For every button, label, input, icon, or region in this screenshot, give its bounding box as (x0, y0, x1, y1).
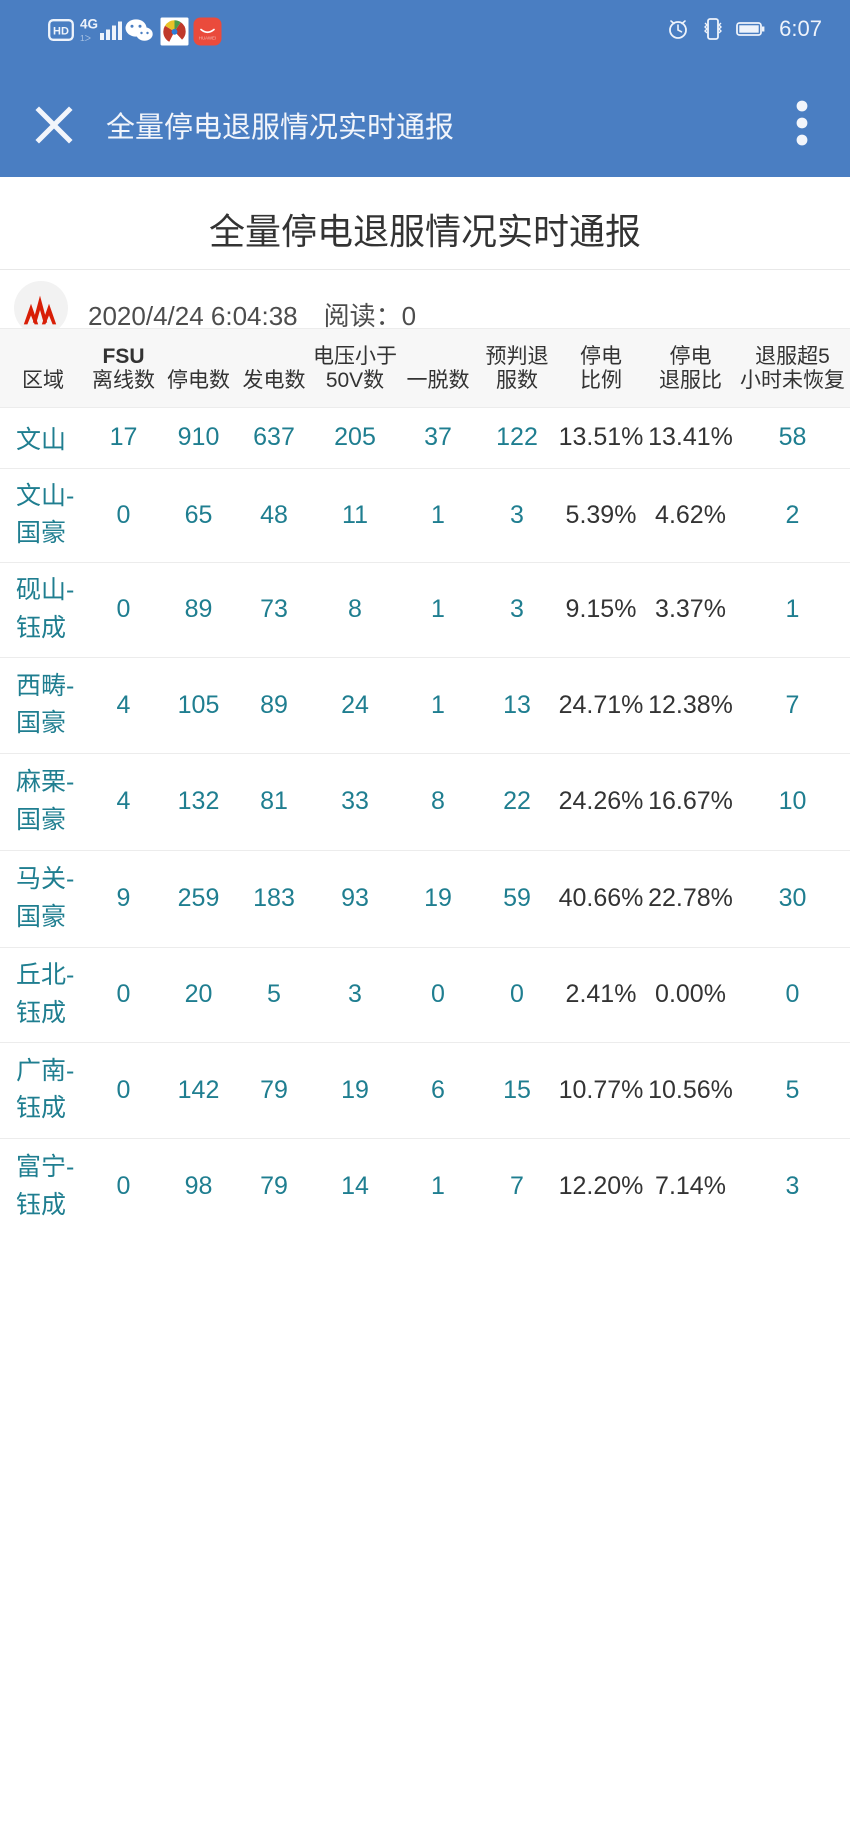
svg-text:HUAWEI: HUAWEI (199, 36, 216, 41)
svg-text:HD: HD (53, 25, 69, 37)
svg-text:4G: 4G (80, 17, 98, 31)
svg-text:1ᐳ: 1ᐳ (80, 33, 92, 42)
